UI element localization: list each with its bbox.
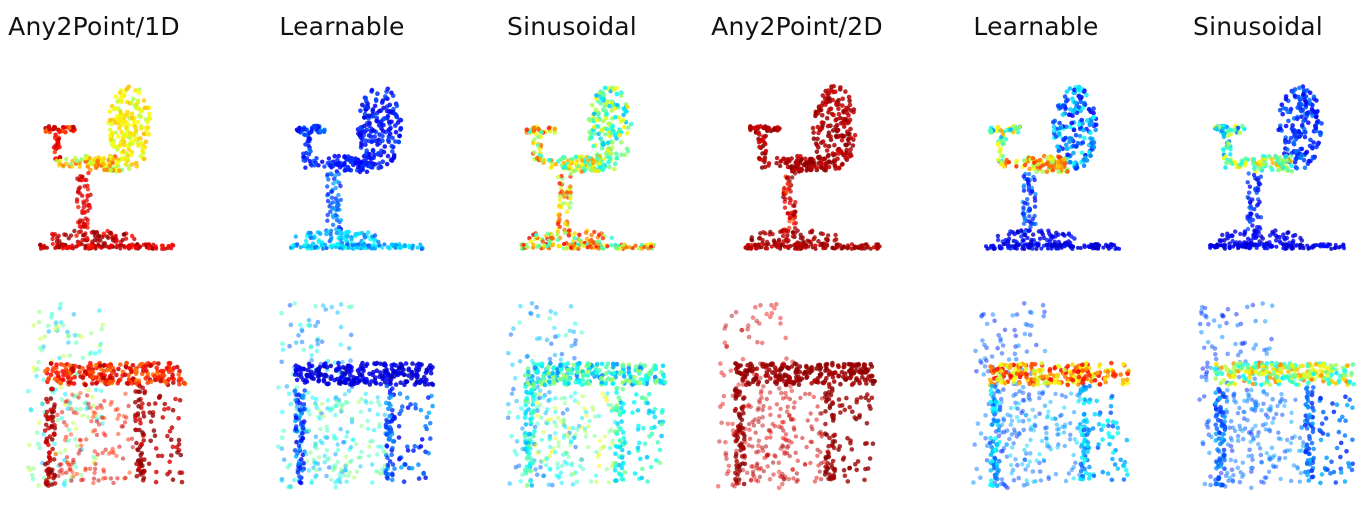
chair-point-cloud-5 [984,84,1122,251]
desk-point-cloud-3 [505,301,668,488]
desk-point-cloud-2 [275,301,436,490]
desk-point-cloud-6 [1197,301,1356,491]
desk-point-cloud-5 [971,301,1131,491]
chair-point-cloud-4 [743,84,882,251]
desk-point-cloud-4 [715,301,877,491]
chair-point-cloud-1 [38,84,176,251]
column-title-1: Any2Point/1D [8,12,180,41]
chair-point-cloud-2 [288,86,425,251]
desk-point-cloud-1 [25,301,188,488]
column-title-5: Learnable [973,12,1099,41]
chair-point-cloud-6 [1208,84,1346,251]
column-title-6: Sinusoidal [1193,12,1323,41]
chair-point-cloud-3 [519,85,657,251]
column-title-2: Learnable [279,12,405,41]
column-title-3: Sinusoidal [507,12,637,41]
column-title-4: Any2Point/2D [711,12,883,41]
